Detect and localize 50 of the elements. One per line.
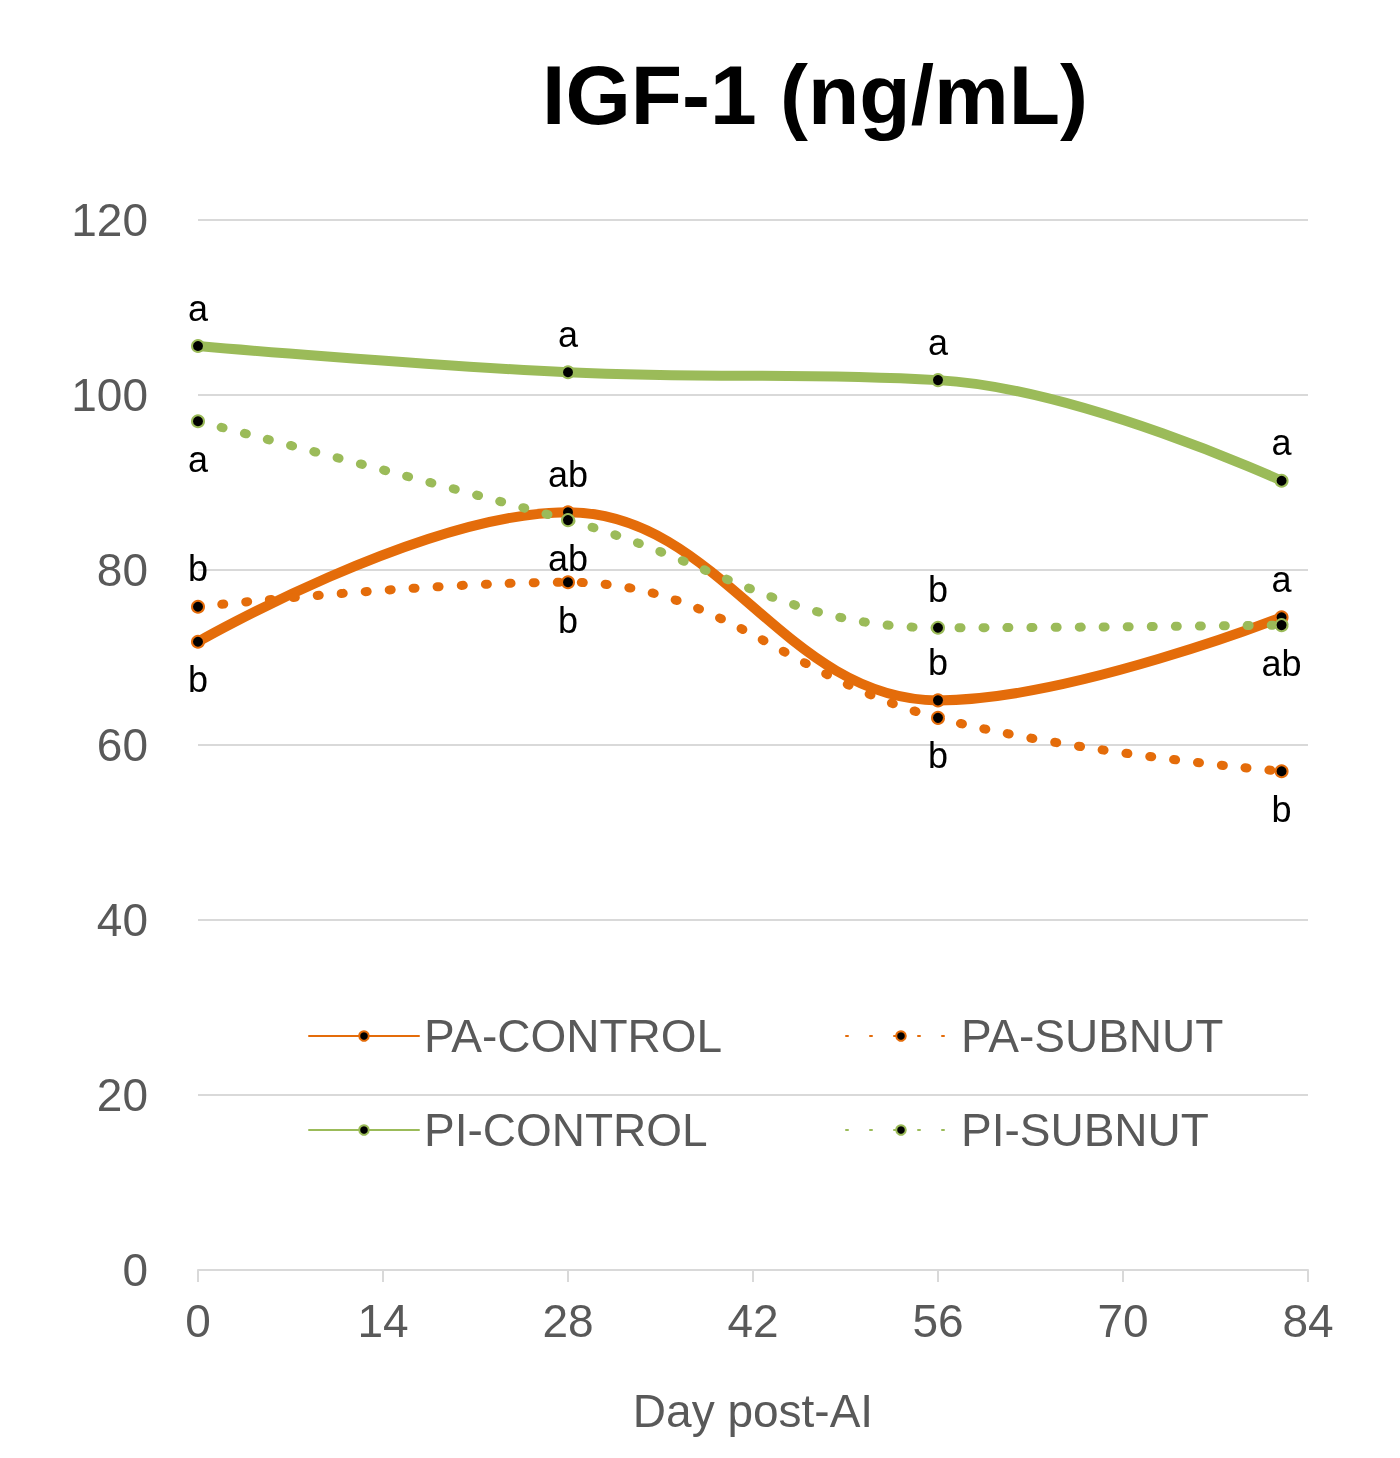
annotation: a xyxy=(1271,422,1293,464)
point xyxy=(191,414,205,429)
annotation: b xyxy=(187,659,209,701)
x-tick-label: 14 xyxy=(357,1295,409,1347)
annotation: a xyxy=(557,313,579,355)
point xyxy=(561,365,575,380)
point xyxy=(191,634,205,649)
point xyxy=(931,710,945,725)
y-tick-label: 60 xyxy=(96,719,148,771)
x-tick-label: 42 xyxy=(727,1295,779,1347)
annotation: ab xyxy=(547,453,589,495)
y-tick-label: 20 xyxy=(96,1069,148,1121)
point xyxy=(1274,618,1289,633)
annotation: b xyxy=(1271,788,1292,830)
x-tick-label: 0 xyxy=(185,1295,211,1347)
annotation: ab xyxy=(547,537,589,579)
annotation: b xyxy=(927,735,949,777)
annotation: b xyxy=(187,548,209,590)
y-tick-label: 80 xyxy=(96,544,148,596)
x-tick-label: 28 xyxy=(542,1295,594,1347)
x-tick-label: 84 xyxy=(1282,1295,1334,1347)
x-axis-title: Day post-AI xyxy=(632,1385,874,1437)
annotation: a xyxy=(187,438,209,480)
point xyxy=(561,513,575,528)
legend-label: PI-SUBNUT xyxy=(961,1104,1209,1156)
point xyxy=(931,373,945,388)
annotation: b xyxy=(927,569,949,611)
annotation: ab xyxy=(1261,642,1302,684)
point xyxy=(191,599,205,614)
point xyxy=(1274,764,1289,779)
point xyxy=(561,575,575,590)
annotation: a xyxy=(927,321,949,363)
point xyxy=(1274,473,1289,488)
chart-title: IGF-1 (ng/mL) xyxy=(542,48,1088,142)
legend-label: PI-CONTROL xyxy=(424,1104,708,1156)
y-tick-label: 100 xyxy=(71,369,148,421)
x-tick-label: 70 xyxy=(1097,1295,1149,1347)
point xyxy=(931,693,945,708)
annotation: b xyxy=(557,599,579,641)
x-tick-label: 56 xyxy=(912,1295,964,1347)
legend-label: PA-SUBNUT xyxy=(961,1010,1224,1062)
annotation: a xyxy=(1271,558,1293,600)
point xyxy=(191,339,205,353)
point xyxy=(931,620,945,635)
y-tick-label: 0 xyxy=(122,1244,148,1296)
annotation: b xyxy=(927,641,949,683)
annotation: a xyxy=(187,287,209,329)
y-tick-label: 40 xyxy=(96,894,148,946)
legend-label: PA-CONTROL xyxy=(424,1010,723,1062)
y-tick-label: 120 xyxy=(71,194,148,246)
